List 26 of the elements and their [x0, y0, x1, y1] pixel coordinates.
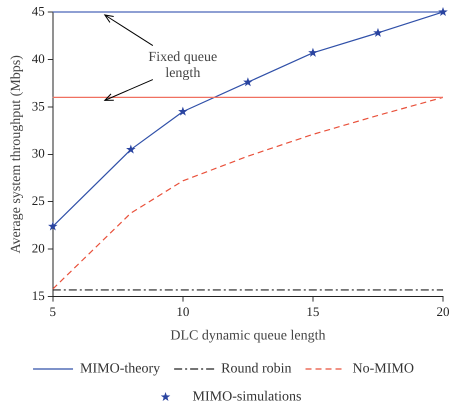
y-tick-label: 35	[32, 98, 45, 114]
point	[126, 144, 136, 154]
legend-label: MIMO-theory	[80, 362, 160, 377]
legend-label: MIMO-simulations	[192, 390, 302, 405]
y-tick-label: 15	[32, 288, 45, 304]
y-tick-label: 40	[32, 50, 45, 66]
y-axis-title: Average system throughput (Mbps)	[9, 54, 24, 254]
x-tick-label: 20	[436, 304, 450, 319]
x-tick-label: 5	[50, 304, 56, 319]
point	[178, 106, 188, 116]
x-tick-label: 15	[306, 304, 320, 319]
y-tick-label: 20	[32, 240, 45, 256]
legend-label: No-MIMO	[352, 362, 414, 377]
point	[438, 7, 448, 16]
point	[243, 77, 253, 86]
annotation: Fixed queue length	[148, 50, 218, 82]
x-tick-label: 10	[176, 304, 190, 319]
x-axis-title: DLC dynamic queue length	[170, 328, 326, 344]
point	[373, 28, 383, 37]
line-series	[52, 96, 443, 290]
point	[48, 221, 58, 230]
point	[308, 48, 318, 57]
y-tick-label: 25	[32, 193, 45, 208]
legend-label: Round robin	[221, 362, 292, 377]
y-tick-label: 30	[32, 146, 45, 161]
y-tick-label: 45	[32, 3, 45, 18]
